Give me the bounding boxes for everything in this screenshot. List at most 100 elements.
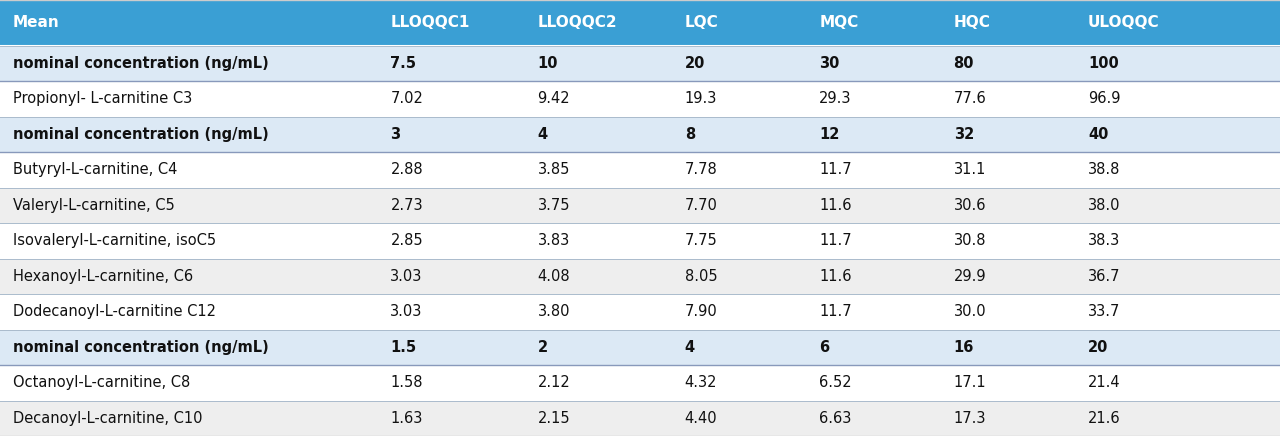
Bar xyxy=(806,259,941,294)
Text: 29.9: 29.9 xyxy=(954,269,986,284)
Bar xyxy=(941,401,1075,436)
Text: 4.08: 4.08 xyxy=(538,269,570,284)
Text: 19.3: 19.3 xyxy=(685,92,717,106)
Text: Isovaleryl-L-carnitine, isoC5: Isovaleryl-L-carnitine, isoC5 xyxy=(13,233,216,249)
Bar xyxy=(378,0,525,46)
Text: 8.05: 8.05 xyxy=(685,269,717,284)
Text: 36.7: 36.7 xyxy=(1088,269,1120,284)
Text: Octanoyl-L-carnitine, C8: Octanoyl-L-carnitine, C8 xyxy=(13,375,189,390)
Bar xyxy=(1075,223,1280,259)
Text: 20: 20 xyxy=(685,56,705,71)
Bar xyxy=(672,401,806,436)
Text: 10: 10 xyxy=(538,56,558,71)
Bar xyxy=(941,152,1075,187)
Text: 80: 80 xyxy=(954,56,974,71)
Bar xyxy=(672,187,806,223)
Bar xyxy=(672,81,806,117)
Text: 77.6: 77.6 xyxy=(954,92,987,106)
Bar xyxy=(672,223,806,259)
Text: 3.03: 3.03 xyxy=(390,269,422,284)
Text: 30: 30 xyxy=(819,56,840,71)
Text: Valeryl-L-carnitine, C5: Valeryl-L-carnitine, C5 xyxy=(13,198,174,213)
Text: LLOQQC1: LLOQQC1 xyxy=(390,15,470,31)
Text: 1.5: 1.5 xyxy=(390,340,416,355)
Bar xyxy=(806,294,941,330)
Bar xyxy=(1075,117,1280,152)
Text: 2.15: 2.15 xyxy=(538,411,570,426)
Text: 17.1: 17.1 xyxy=(954,375,986,390)
Text: 1.58: 1.58 xyxy=(390,375,422,390)
Text: LLOQQC2: LLOQQC2 xyxy=(538,15,617,31)
Bar xyxy=(0,81,378,117)
Text: 11.7: 11.7 xyxy=(819,233,851,249)
Bar xyxy=(525,259,672,294)
Bar xyxy=(1075,365,1280,401)
Text: 8: 8 xyxy=(685,127,695,142)
Bar xyxy=(525,401,672,436)
Text: 96.9: 96.9 xyxy=(1088,92,1120,106)
Text: 16: 16 xyxy=(954,340,974,355)
Bar xyxy=(0,117,378,152)
Bar xyxy=(1075,0,1280,46)
Text: ULOQQC: ULOQQC xyxy=(1088,15,1160,31)
Bar xyxy=(1075,401,1280,436)
Text: 11.7: 11.7 xyxy=(819,163,851,177)
Bar xyxy=(378,152,525,187)
Text: 30.6: 30.6 xyxy=(954,198,986,213)
Bar xyxy=(525,365,672,401)
Text: MQC: MQC xyxy=(819,15,859,31)
Text: 3: 3 xyxy=(390,127,401,142)
Text: 100: 100 xyxy=(1088,56,1119,71)
Bar xyxy=(0,223,378,259)
Text: Mean: Mean xyxy=(13,15,60,31)
Bar xyxy=(378,81,525,117)
Bar xyxy=(0,401,378,436)
Bar xyxy=(0,365,378,401)
Bar xyxy=(378,117,525,152)
Bar xyxy=(672,117,806,152)
Text: 12: 12 xyxy=(819,127,840,142)
Bar xyxy=(525,152,672,187)
Bar xyxy=(525,46,672,81)
Text: 9.42: 9.42 xyxy=(538,92,570,106)
Bar xyxy=(941,81,1075,117)
Bar xyxy=(672,152,806,187)
Text: 4: 4 xyxy=(538,127,548,142)
Bar xyxy=(806,0,941,46)
Text: 38.3: 38.3 xyxy=(1088,233,1120,249)
Bar xyxy=(806,46,941,81)
Text: 21.4: 21.4 xyxy=(1088,375,1120,390)
Text: Propionyl- L-carnitine C3: Propionyl- L-carnitine C3 xyxy=(13,92,192,106)
Text: nominal concentration (ng/mL): nominal concentration (ng/mL) xyxy=(13,340,269,355)
Bar xyxy=(378,223,525,259)
Text: 2: 2 xyxy=(538,340,548,355)
Bar xyxy=(672,259,806,294)
Bar xyxy=(806,81,941,117)
Bar xyxy=(672,330,806,365)
Text: 21.6: 21.6 xyxy=(1088,411,1120,426)
Bar xyxy=(941,187,1075,223)
Text: 40: 40 xyxy=(1088,127,1108,142)
Text: 7.75: 7.75 xyxy=(685,233,718,249)
Text: 20: 20 xyxy=(1088,340,1108,355)
Bar xyxy=(1075,294,1280,330)
Bar xyxy=(378,46,525,81)
Text: 4.32: 4.32 xyxy=(685,375,717,390)
Text: LQC: LQC xyxy=(685,15,718,31)
Bar xyxy=(1075,187,1280,223)
Bar xyxy=(525,294,672,330)
Text: 38.8: 38.8 xyxy=(1088,163,1120,177)
Bar xyxy=(672,0,806,46)
Text: HQC: HQC xyxy=(954,15,991,31)
Text: Butyryl-L-carnitine, C4: Butyryl-L-carnitine, C4 xyxy=(13,163,177,177)
Bar xyxy=(941,365,1075,401)
Text: 7.5: 7.5 xyxy=(390,56,416,71)
Text: 3.83: 3.83 xyxy=(538,233,570,249)
Bar xyxy=(0,0,378,46)
Text: nominal concentration (ng/mL): nominal concentration (ng/mL) xyxy=(13,56,269,71)
Bar xyxy=(941,223,1075,259)
Text: 6: 6 xyxy=(819,340,829,355)
Bar xyxy=(672,365,806,401)
Bar xyxy=(1075,81,1280,117)
Bar xyxy=(941,117,1075,152)
